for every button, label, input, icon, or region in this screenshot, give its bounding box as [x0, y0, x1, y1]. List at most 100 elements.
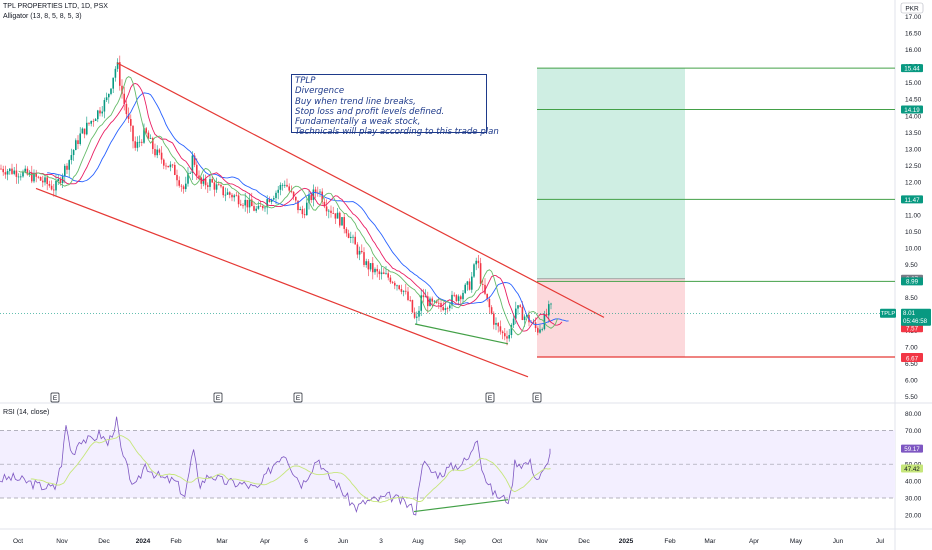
symbol-badge[interactable] [880, 308, 896, 318]
earnings-marker[interactable] [213, 392, 223, 403]
candle [240, 204, 242, 206]
candle [149, 138, 152, 139]
loss-zone[interactable] [537, 278, 685, 358]
candle [312, 189, 315, 201]
candle [376, 268, 378, 272]
rsi-ma-line[interactable] [30, 435, 551, 503]
candle [48, 183, 51, 186]
candle [402, 290, 405, 292]
indicator-legend[interactable]: Alligator (13, 8, 5, 8, 5, 3) [3, 13, 82, 20]
candle [306, 202, 308, 216]
price-label[interactable] [901, 64, 923, 73]
candle [369, 263, 372, 270]
alligator-teeth-line[interactable] [29, 83, 563, 332]
candle [4, 172, 7, 175]
candle [449, 305, 451, 309]
candle [83, 128, 86, 135]
candle [482, 283, 484, 285]
earnings-marker[interactable] [532, 392, 542, 403]
price-axis-tick: 12.50 [905, 163, 922, 170]
candle [330, 210, 332, 213]
price-axis-tick: 7.00 [905, 345, 918, 352]
rsi-line[interactable] [0, 416, 551, 516]
candle [361, 250, 363, 253]
price-label-text: 14.19 [904, 107, 920, 114]
candle [539, 329, 541, 333]
price-axis-tick: 9.50 [905, 262, 918, 269]
earnings-marker-label: E [53, 395, 58, 402]
time-axis-label: Aug [412, 538, 424, 545]
candle [488, 299, 491, 308]
candle [196, 164, 198, 176]
last-price-box[interactable] [901, 308, 931, 326]
candle [42, 180, 44, 183]
price-label[interactable] [901, 195, 923, 204]
channel-upper-line[interactable] [116, 62, 605, 318]
rsi-legend[interactable]: RSI (14, close) [3, 409, 50, 416]
candle [130, 119, 132, 126]
candle [471, 276, 473, 290]
candle [464, 284, 466, 293]
profit-zone[interactable] [537, 68, 685, 279]
candle [504, 333, 506, 337]
candle [493, 313, 495, 325]
rsi-value-label[interactable] [901, 464, 923, 473]
rsi-divergence-line[interactable] [413, 499, 509, 513]
candle [182, 186, 185, 190]
candle [451, 294, 453, 306]
candle [420, 295, 422, 311]
price-label[interactable] [901, 277, 923, 286]
candle [211, 179, 213, 183]
rsi-axis-tick: 20.00 [905, 512, 922, 519]
candle [97, 110, 99, 120]
candle [2, 168, 4, 173]
candle [277, 189, 279, 193]
time-axis-label: Oct [13, 538, 23, 545]
price-label-text: 8.99 [906, 279, 919, 286]
candle [279, 184, 282, 190]
candle [132, 125, 134, 142]
earnings-marker[interactable] [50, 392, 60, 403]
candle [123, 93, 125, 104]
candle [231, 194, 233, 198]
candle [224, 194, 227, 196]
candle [275, 192, 277, 199]
candle [457, 296, 460, 301]
candle [180, 185, 183, 187]
earnings-marker[interactable] [293, 392, 303, 403]
note-line: Stop loss and profit levels defined. [295, 106, 445, 117]
candle [134, 141, 136, 148]
currency-badge[interactable] [900, 2, 924, 14]
candle [477, 260, 480, 264]
channel-lower-line[interactable] [35, 187, 529, 378]
candle [81, 128, 84, 134]
price-axis-tick: 6.00 [905, 378, 918, 385]
candle [444, 308, 447, 311]
candle [319, 191, 321, 193]
candle [11, 168, 13, 174]
candle [413, 312, 416, 318]
price-label[interactable] [901, 324, 923, 333]
candle [112, 77, 114, 89]
rsi-value-label[interactable] [901, 444, 923, 453]
candle [352, 236, 354, 238]
candle [88, 122, 90, 124]
price-label[interactable] [901, 354, 923, 363]
candle [160, 152, 163, 160]
time-axis-label: Jul [876, 538, 885, 545]
alligator-lips-line[interactable] [18, 76, 559, 336]
price-divergence-line[interactable] [414, 323, 509, 345]
candle [35, 172, 37, 177]
price-label[interactable] [901, 105, 923, 114]
earnings-marker[interactable] [485, 392, 495, 403]
candle [86, 122, 88, 135]
candle [220, 184, 222, 187]
candle [394, 282, 396, 286]
candle [490, 307, 493, 314]
rsi-axis-tick: 40.00 [905, 479, 922, 486]
trade-note[interactable]: TPLP Divergence Buy when trend line brea… [291, 74, 499, 137]
alligator-jaw-line[interactable] [47, 92, 569, 326]
candle [138, 141, 141, 143]
symbol-title[interactable]: TPL PROPERTIES LTD, 1D, PSX [3, 3, 108, 10]
candle [440, 303, 442, 308]
